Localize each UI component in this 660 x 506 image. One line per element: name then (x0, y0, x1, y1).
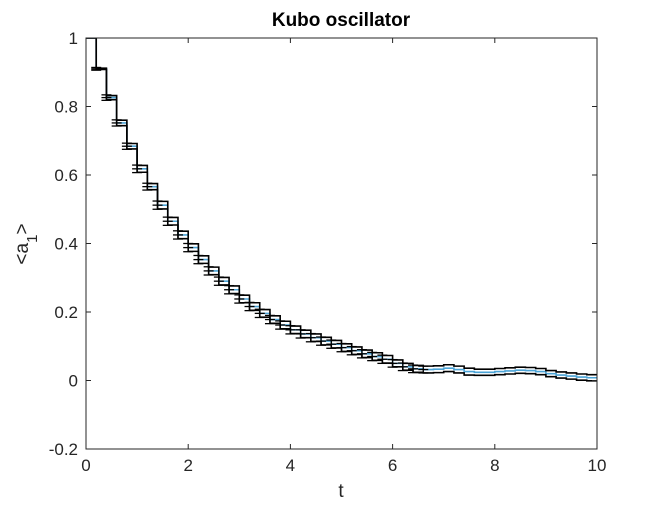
y-tick-label: 0.4 (54, 235, 78, 254)
error-bar (244, 301, 255, 312)
error-bar (305, 332, 316, 343)
svg-text:<a1>: <a1> (12, 223, 41, 264)
error-bar (193, 254, 204, 265)
y-tick-label: 0.2 (54, 303, 78, 322)
error-bar (162, 216, 173, 226)
error-bar (172, 230, 183, 240)
error-bar (213, 276, 224, 286)
error-bar (387, 358, 398, 368)
x-tick-label: 6 (388, 456, 397, 475)
y-axis-label: <a1> (12, 223, 41, 264)
x-axis-label: t (338, 481, 344, 502)
y-tick-label: 1 (69, 29, 78, 48)
x-tick-label: 2 (183, 456, 192, 475)
series-line-upper (86, 38, 597, 376)
error-bar (254, 308, 265, 319)
error-bar (152, 200, 163, 210)
error-bar (408, 364, 419, 374)
error-bar (285, 325, 296, 335)
plot-area-frame (85, 37, 598, 450)
error-bar (132, 164, 143, 174)
error-bar (295, 329, 306, 339)
error-bar (377, 354, 388, 365)
error-bar (356, 349, 367, 359)
chart-title: Kubo oscillator (272, 10, 411, 31)
x-tick-label: 10 (588, 456, 607, 475)
error-bar (418, 365, 429, 374)
error-bar (336, 342, 347, 353)
error-bar (264, 314, 275, 325)
error-bar (224, 284, 235, 295)
y-tick-label: 0.8 (54, 98, 78, 117)
y-axis: -0.2 0 0.2 0.4 0.6 0.8 1 (49, 29, 597, 459)
error-bar (326, 339, 337, 349)
y-tick-label: 0.6 (54, 166, 78, 185)
error-bar (367, 351, 378, 362)
error-bar (203, 266, 214, 276)
error-bar (121, 142, 132, 150)
error-bar (101, 94, 112, 101)
series-line-lower (86, 38, 597, 382)
x-tick-label: 8 (490, 456, 499, 475)
series-line-mean (86, 38, 597, 379)
x-axis: 0 2 4 6 8 10 (81, 38, 606, 475)
x-tick-label: 0 (81, 456, 90, 475)
error-bar (111, 119, 122, 127)
error-bar (316, 336, 327, 346)
error-bar (397, 362, 408, 372)
error-bar (91, 66, 102, 71)
error-bar (234, 294, 245, 304)
x-tick-label: 4 (286, 456, 295, 475)
y-tick-label: 0 (69, 372, 78, 391)
y-tick-label: -0.2 (49, 440, 78, 459)
error-bar (183, 242, 194, 253)
error-bar (346, 345, 357, 356)
error-bar (142, 182, 153, 191)
error-bar (275, 320, 286, 330)
